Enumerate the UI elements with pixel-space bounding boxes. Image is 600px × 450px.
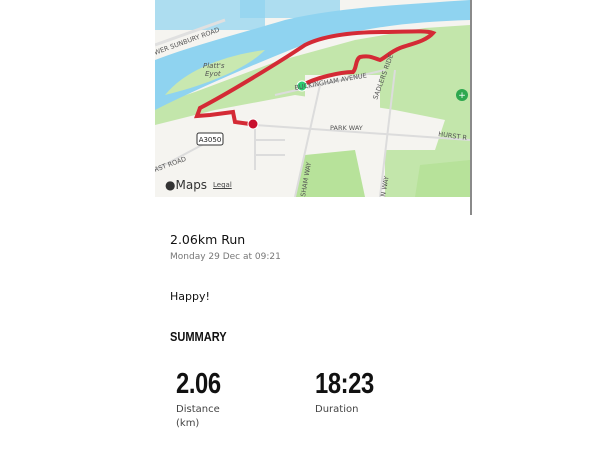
activity-date: Monday 29 Dec at 09:21 [170, 252, 281, 262]
road-shield: A3050 [199, 136, 222, 144]
stat-label: Distance (km) [176, 404, 220, 429]
route-map[interactable]: + WER SUNBURY ROAD Platt's Eyot BUCKINGH… [155, 0, 470, 197]
park-area [155, 25, 470, 197]
stat-value: 18:23 [315, 368, 374, 400]
hospital-icon [456, 89, 468, 101]
activity-note: Happy! [170, 290, 210, 303]
maps-label: Maps [175, 178, 208, 192]
stat-value: 2.06 [176, 368, 221, 400]
road-label: N WAY [379, 175, 391, 197]
stat-label: Duration [315, 404, 359, 415]
map-canvas: + WER SUNBURY ROAD Platt's Eyot BUCKINGH… [155, 0, 470, 197]
start-marker [296, 80, 308, 92]
road-label: PARK WAY [330, 124, 363, 132]
place-label: Eyot [205, 70, 221, 78]
summary-heading: SUMMARY [170, 329, 227, 344]
apple-maps-logo: ●Maps [165, 178, 207, 192]
park-area [295, 150, 365, 197]
svg-text:+: + [458, 91, 466, 101]
stat-duration: 18:23 Duration [315, 368, 387, 417]
apple-icon: ● [165, 178, 176, 192]
river [155, 0, 470, 110]
place-label: Platt's [203, 62, 225, 70]
legal-link[interactable]: Legal [213, 181, 232, 189]
stat-distance: 2.06 Distance (km) [176, 368, 236, 431]
activity-title: 2.06km Run [170, 232, 246, 247]
divider [470, 0, 472, 215]
end-marker [247, 118, 259, 130]
route-line [198, 29, 437, 110]
